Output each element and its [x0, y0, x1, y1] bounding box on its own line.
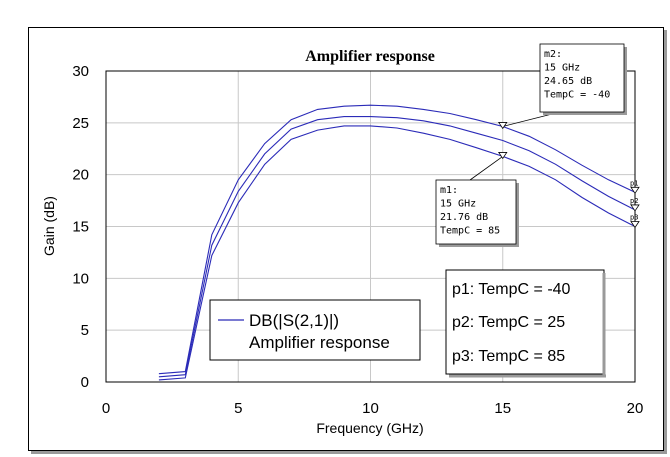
trace-tag-p1: p1 [630, 179, 638, 187]
trace-end-marker-1 [630, 186, 640, 195]
marker-triangle-m1 [498, 152, 508, 160]
legend: DB(|S(2,1)|) Amplifier response [209, 299, 421, 361]
markers: m2: 15 GHz 24.65 dB TempC = -40 m1: 15 GHz 21.… [435, 43, 627, 247]
x-tick-labels: 0 5 10 15 20 [102, 400, 644, 417]
marker-box-m2 [539, 43, 625, 113]
series-line-2 [158, 116, 636, 378]
marker-label-m1-line: 15 GHz [440, 199, 476, 210]
y-tick-label: 0 [81, 374, 89, 391]
param-line-p2: p2: TempC = 25 [452, 314, 565, 331]
marker-label-m2-line: TempC = -40 [544, 90, 610, 101]
legend-expression: DB(|S(2,1)|) [249, 311, 339, 330]
legend-series-name: Amplifier response [249, 333, 390, 352]
y-tick-label: 20 [72, 167, 89, 184]
y-tick-label: 15 [72, 219, 89, 236]
y-tick-label: 30 [72, 63, 89, 80]
marker-label-m1-line: 21.76 dB [440, 212, 488, 223]
x-axis-label: Frequency (GHz) [316, 420, 423, 436]
param-line-p1: p1: TempC = -40 [452, 281, 571, 298]
y-tick-label: 10 [72, 270, 89, 287]
marker-label-m1-line: m1: [440, 185, 458, 196]
y-tick-labels: 0 5 10 15 20 25 30 [72, 63, 89, 391]
marker-label-m2-line: 24.65 dB [544, 76, 592, 87]
x-tick-label: 5 [234, 400, 242, 417]
marker-leader-m1 [469, 156, 503, 181]
marker-box-m1 [435, 179, 517, 245]
marker-label-m2-line: 15 GHz [544, 63, 580, 74]
marker-label-m1-line: TempC = 85 [440, 226, 500, 237]
chart-title: Amplifier response [305, 48, 435, 65]
x-tick-label: 0 [102, 400, 110, 417]
series-line-3 [158, 125, 636, 381]
trace-end-marker-3 [630, 221, 640, 229]
param-line-p3: p3: TempC = 85 [452, 348, 565, 365]
parameter-box: p1: TempC = -40 p2: TempC = 25 p3: TempC… [445, 269, 606, 378]
x-tick-label: 15 [494, 400, 511, 417]
trace-tag-p2: p2 [630, 197, 638, 205]
x-tick-label: 20 [627, 400, 644, 417]
marker-label-m2-line: m2: [544, 49, 562, 60]
y-tick-label: 5 [81, 322, 89, 339]
parameter-box-frame [445, 269, 605, 375]
trace-tag-p3: p3 [630, 214, 638, 222]
marker-triangle-m2 [498, 122, 508, 130]
legend-box [209, 299, 421, 361]
series-line-1 [158, 104, 636, 375]
series-group [158, 104, 640, 381]
y-tick-label: 25 [72, 115, 89, 132]
y-axis-label: Gain (dB) [41, 196, 57, 256]
x-tick-label: 10 [362, 400, 379, 417]
trace-tags: p1 p2 p3 [630, 179, 638, 221]
trace-end-marker-2 [630, 204, 640, 212]
